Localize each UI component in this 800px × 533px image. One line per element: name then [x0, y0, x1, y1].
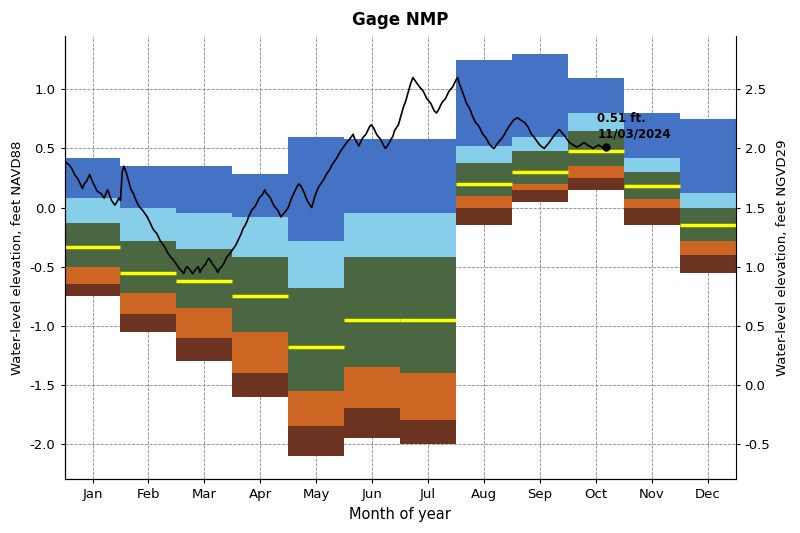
Bar: [288, 426, 344, 456]
Bar: [232, 217, 288, 257]
Bar: [121, 314, 177, 332]
Bar: [177, 213, 232, 249]
Bar: [344, 408, 400, 438]
Bar: [344, 367, 400, 408]
Title: Gage NMP: Gage NMP: [352, 11, 448, 29]
Bar: [232, 373, 288, 397]
Y-axis label: Water-level elevation, feet NGVD29: Water-level elevation, feet NGVD29: [776, 140, 789, 376]
Bar: [568, 131, 624, 166]
Bar: [512, 151, 568, 184]
Bar: [121, 166, 177, 207]
Bar: [456, 60, 512, 146]
Bar: [568, 113, 624, 131]
Bar: [568, 166, 624, 178]
Y-axis label: Water-level elevation, feet NAVD88: Water-level elevation, feet NAVD88: [11, 141, 24, 375]
Bar: [177, 249, 232, 308]
Bar: [121, 240, 177, 293]
Bar: [512, 54, 568, 136]
Bar: [288, 288, 344, 391]
Bar: [232, 257, 288, 332]
Bar: [680, 119, 735, 193]
Bar: [568, 178, 624, 190]
Bar: [177, 166, 232, 213]
Bar: [400, 139, 456, 213]
Bar: [512, 136, 568, 151]
Bar: [177, 308, 232, 337]
Bar: [400, 373, 456, 420]
Bar: [65, 284, 121, 296]
Text: 0.51 ft.
11/03/2024: 0.51 ft. 11/03/2024: [598, 112, 671, 140]
Bar: [344, 139, 400, 213]
Bar: [400, 213, 456, 257]
Bar: [65, 158, 121, 198]
X-axis label: Month of year: Month of year: [349, 507, 451, 522]
Bar: [512, 184, 568, 190]
Bar: [456, 207, 512, 225]
Bar: [568, 78, 624, 113]
Bar: [288, 391, 344, 426]
Bar: [177, 337, 232, 361]
Bar: [65, 223, 121, 266]
Bar: [232, 332, 288, 373]
Bar: [624, 207, 680, 225]
Bar: [232, 174, 288, 217]
Bar: [344, 213, 400, 257]
Bar: [65, 198, 121, 223]
Bar: [288, 136, 344, 240]
Bar: [400, 257, 456, 373]
Bar: [344, 257, 400, 367]
Bar: [400, 420, 456, 444]
Bar: [456, 196, 512, 207]
Bar: [680, 207, 735, 240]
Bar: [456, 146, 512, 163]
Bar: [624, 199, 680, 207]
Bar: [624, 158, 680, 172]
Bar: [680, 193, 735, 207]
Bar: [288, 240, 344, 288]
Bar: [121, 207, 177, 240]
Bar: [624, 113, 680, 158]
Bar: [456, 163, 512, 196]
Bar: [65, 266, 121, 284]
Bar: [680, 255, 735, 272]
Bar: [512, 190, 568, 201]
Bar: [680, 240, 735, 255]
Bar: [121, 293, 177, 314]
Bar: [624, 172, 680, 199]
